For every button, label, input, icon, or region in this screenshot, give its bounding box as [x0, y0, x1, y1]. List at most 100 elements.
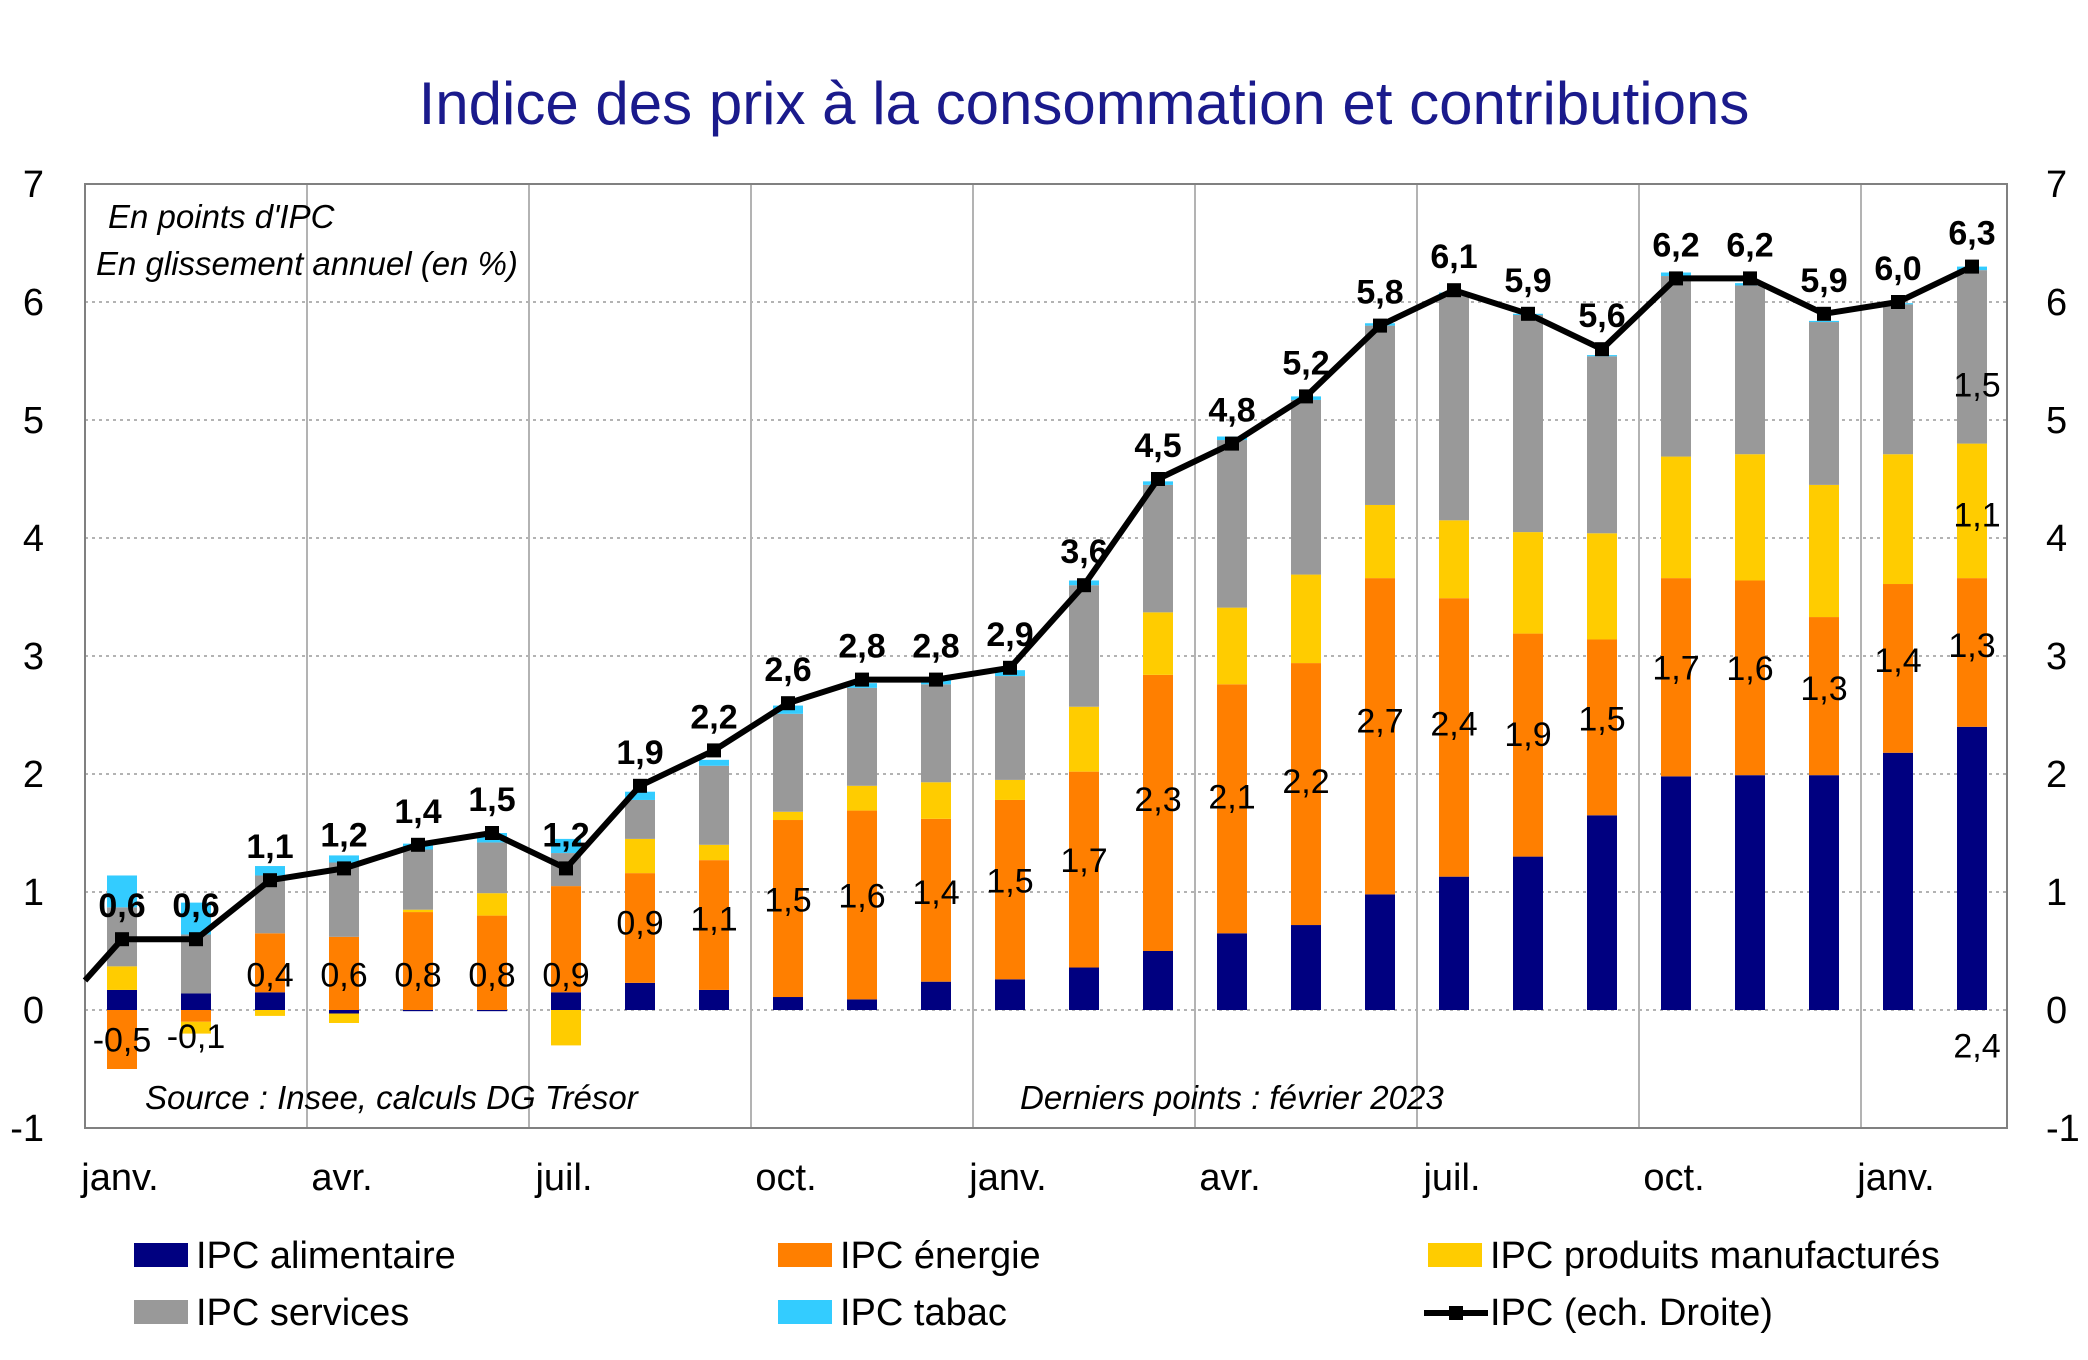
bar-alimentaire-13 [1069, 967, 1099, 1010]
chart-title: Indice des prix à la consommation et con… [419, 70, 1750, 137]
bar-energie-16 [1291, 663, 1321, 926]
y-tick-right: 3 [2046, 636, 2067, 678]
y-tick-left: 3 [23, 636, 44, 678]
cpi-marker-3 [337, 861, 351, 876]
legend-label-alimentaire: IPC alimentaire [196, 1235, 456, 1277]
legend: IPC alimentaire IPC énergie IPC produits… [134, 1235, 1940, 1334]
y-tick-left: 1 [23, 872, 44, 914]
energy-label-18: 2,4 [1430, 705, 1477, 743]
cpi-marker-12 [1003, 660, 1017, 675]
bar-energie-0 [107, 1010, 137, 1069]
bar-alimentaire-20 [1587, 815, 1617, 1010]
energy-label-15: 2,1 [1208, 778, 1255, 816]
cpi-marker-8 [707, 743, 721, 758]
cpi-marker-25 [1965, 259, 1979, 274]
bar-services-19 [1513, 314, 1543, 533]
y-tick-left: 4 [23, 518, 44, 560]
bar-energie-10 [847, 810, 877, 1000]
bar-energie-17 [1365, 578, 1395, 895]
bar-energie-21 [1661, 578, 1691, 777]
cpi-label-18: 6,1 [1430, 238, 1477, 276]
cpi-label-15: 4,8 [1208, 392, 1255, 430]
y-tick-left: 6 [23, 282, 44, 324]
bar-energie-18 [1439, 598, 1469, 877]
bar-manufactures-5 [477, 893, 507, 916]
legend-swatch-tabac [778, 1300, 832, 1324]
bar-manufactures-17 [1365, 504, 1395, 579]
energy-label-19: 1,9 [1504, 716, 1551, 754]
bar-services-13 [1069, 585, 1099, 707]
bar-services-11 [921, 684, 951, 783]
bar-tabac-23 [1809, 320, 1839, 323]
energy-label-1: -0,1 [167, 1018, 226, 1056]
energy-label-20: 1,5 [1578, 701, 1625, 739]
y-tick-right: 4 [2046, 518, 2067, 560]
y-tick-right: 2 [2046, 754, 2067, 796]
cpi-marker-1 [189, 932, 203, 947]
bar-energie-24 [1883, 584, 1913, 753]
bar-tabac-0 [107, 875, 137, 908]
bar-energie-6 [551, 886, 581, 993]
bar-services-22 [1735, 285, 1765, 455]
cpi-label-8: 2,2 [690, 698, 737, 736]
bar-energie-22 [1735, 580, 1765, 776]
bar-alimentaire-21 [1661, 776, 1691, 1010]
bar-alimentaire-3 [329, 1010, 359, 1014]
bar-energie-8 [699, 860, 729, 990]
cpi-label-20: 5,6 [1578, 297, 1625, 335]
bar-manufactures-22 [1735, 454, 1765, 581]
cpi-label-16: 5,2 [1282, 344, 1329, 382]
x-tick: janv. [80, 1157, 158, 1199]
y-tick-right: 1 [2046, 872, 2067, 914]
bar-energie-5 [477, 915, 507, 1010]
bar-alimentaire-12 [995, 979, 1025, 1010]
bar-energie-9 [773, 820, 803, 998]
bar-alimentaire-18 [1439, 876, 1469, 1010]
energy-label-25: 1,3 [1948, 627, 1995, 665]
cpi-marker-18 [1447, 283, 1461, 298]
bar-manufactures-1 [181, 1021, 211, 1034]
energy-label-9: 1,5 [764, 882, 811, 920]
energy-label-16: 2,2 [1282, 763, 1329, 801]
bar-services-23 [1809, 322, 1839, 485]
bar-manufactures-25 [1957, 443, 1987, 579]
bar-alimentaire-9 [773, 997, 803, 1010]
bar-energie-4 [403, 912, 433, 1010]
bar-tabac-3 [329, 855, 359, 863]
bar-alimentaire-10 [847, 999, 877, 1010]
cpi-marker-4 [411, 837, 425, 852]
cpi-label-19: 5,9 [1504, 262, 1551, 300]
bar-energie-3 [329, 936, 359, 1010]
energy-label-22: 1,6 [1726, 650, 1773, 688]
cpi-marker-24 [1891, 295, 1905, 309]
bar-alimentaire-8 [699, 989, 729, 1010]
bar-manufactures-6 [551, 1010, 581, 1046]
bar-manufactures-14 [1143, 612, 1173, 675]
energy-label-4: 0,8 [394, 957, 441, 995]
x-tick: avr. [1199, 1157, 1260, 1199]
bar-manufactures-2 [255, 1010, 285, 1016]
bar-alimentaire-24 [1883, 752, 1913, 1010]
cpi-marker-22 [1743, 271, 1757, 286]
cpi-label-7: 1,9 [616, 734, 663, 772]
y-tick-left: 0 [23, 990, 44, 1032]
bar-services-15 [1217, 440, 1247, 608]
legend-swatch-alimentaire [134, 1243, 188, 1267]
bar-manufactures-16 [1291, 574, 1321, 664]
bar-manufactures-11 [921, 782, 951, 819]
plot-frame [84, 183, 2008, 1129]
bar-energie-1 [181, 1010, 211, 1022]
unit-note-yoy: En glissement annuel (en %) [96, 245, 518, 282]
bar-services-18 [1439, 294, 1469, 521]
bar-services-21 [1661, 276, 1691, 457]
bar-energie-2 [255, 933, 285, 993]
cpi-marker-5 [485, 826, 499, 840]
bar-manufactures-4 [403, 909, 433, 913]
unit-note-points: En points d'IPC [108, 198, 336, 235]
y-tick-left: -1 [10, 1108, 44, 1150]
bar-energie-11 [921, 818, 951, 982]
bar-alimentaire-16 [1291, 925, 1321, 1010]
bar-energie-14 [1143, 674, 1173, 951]
cpi-marker-6 [559, 861, 573, 876]
energy-label-14: 2,3 [1134, 781, 1181, 819]
